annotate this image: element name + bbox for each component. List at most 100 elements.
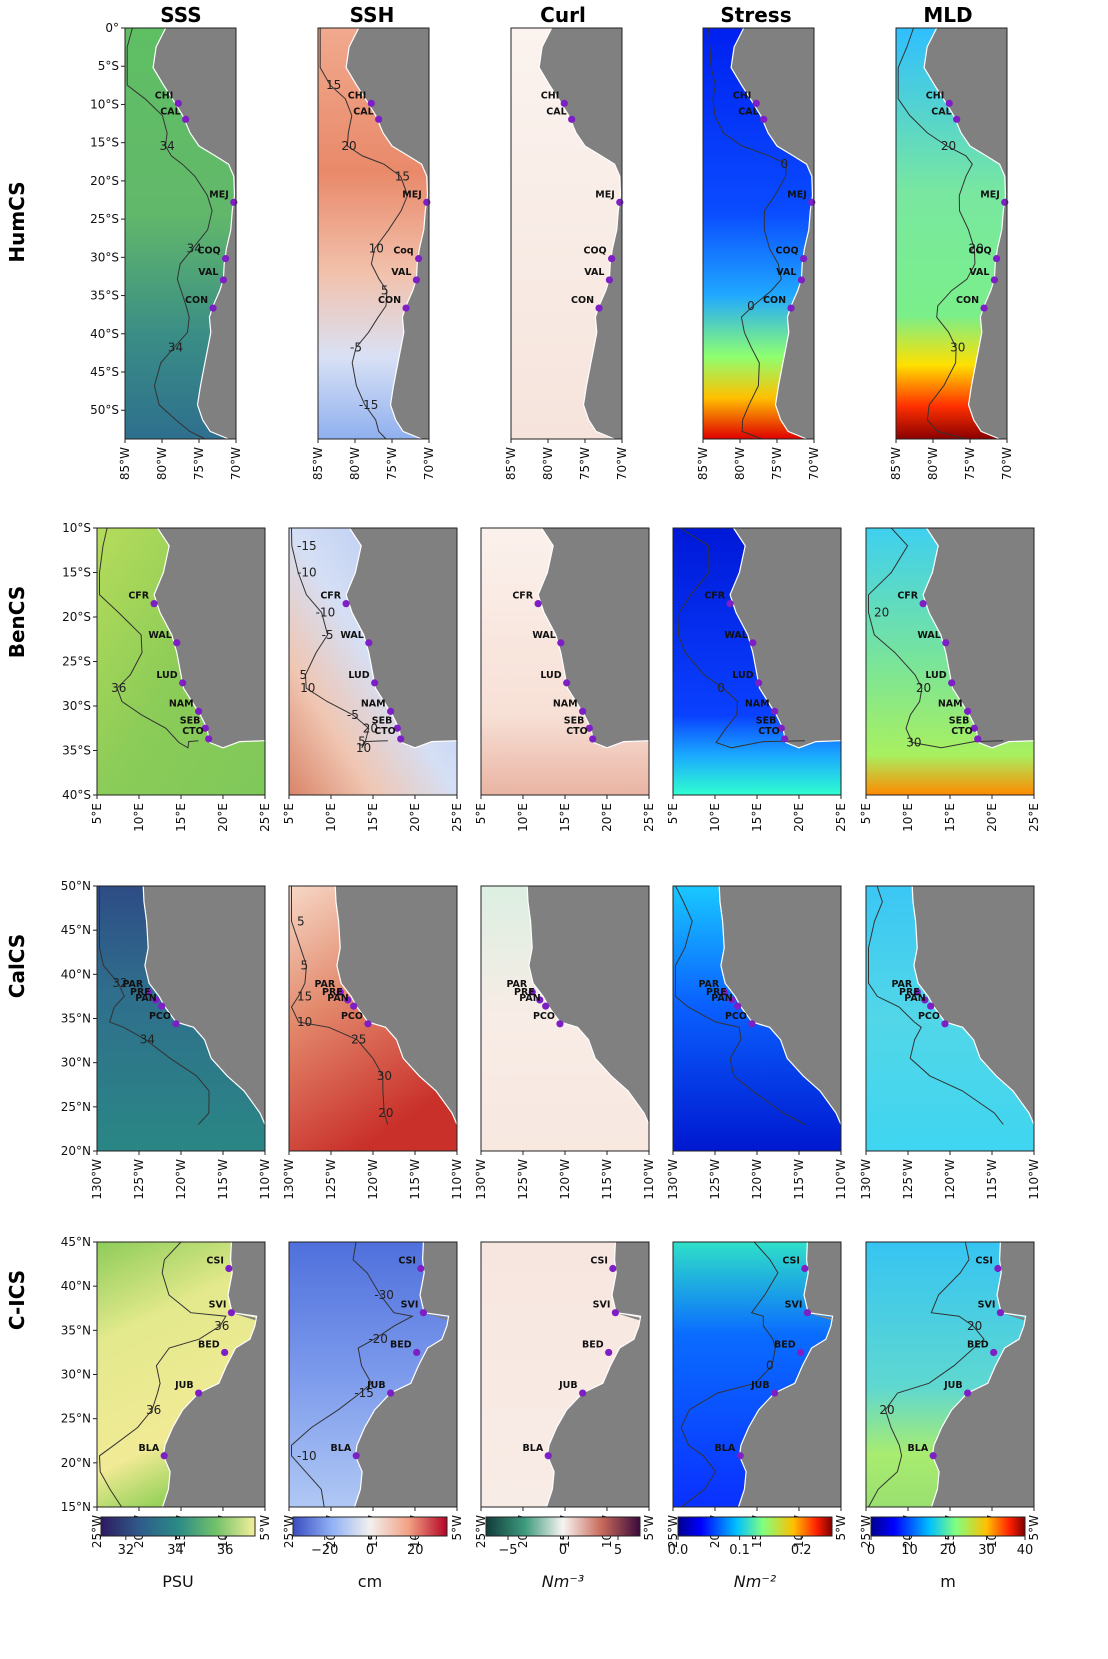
y-tick-label: 30°N: [61, 1368, 91, 1382]
station-label-pan: PAN: [711, 993, 732, 1004]
contour-line: [99, 527, 199, 749]
panel-border: [124, 27, 237, 440]
station-marker-cto: [205, 735, 213, 743]
x-tick-label: 70°W: [615, 447, 629, 480]
colorbar-curl: −5 0 5 Nm⁻³: [485, 1516, 641, 1591]
station-marker-pco: [556, 1020, 564, 1028]
x-tick-label: 130°W: [282, 1159, 296, 1200]
station-label-cal: CAL: [546, 106, 566, 117]
contour-label: -5: [350, 341, 362, 355]
station-label-pre: PRE: [322, 987, 343, 998]
coastline: [334, 885, 458, 1125]
station-label-con: CON: [956, 295, 979, 306]
contour-label: 15: [297, 989, 312, 1003]
x-tick-label: 75°W: [385, 447, 399, 480]
colorbar-tick-label: 20: [407, 1543, 424, 1558]
x-tick-label: 110°W: [258, 1159, 272, 1200]
row-label-calcs: CalCS: [5, 934, 29, 998]
colorbar-gradient: [100, 1516, 256, 1537]
panel-c-ics-ssh: -30-20-15-10CSISVIBEDJUBBLA25°W20°W15°W1…: [282, 1241, 464, 1548]
contour-label: -15: [297, 539, 317, 553]
station-marker-cal: [182, 115, 190, 123]
contour-line: [319, 28, 409, 440]
station-label-bla: BLA: [139, 1443, 160, 1454]
row-label-bencs: BenCS: [5, 586, 29, 659]
x-tick-label: 125°W: [132, 1159, 146, 1200]
station-label-csi: CSI: [398, 1256, 416, 1267]
x-tick-label: 20°E: [600, 803, 614, 832]
station-label-jub: JUB: [366, 1380, 386, 1391]
y-tick-label: 0°: [105, 21, 119, 35]
y-tick-label: 50°S: [90, 403, 119, 417]
contour-label: 0: [717, 681, 725, 695]
station-marker-bed: [605, 1348, 613, 1357]
land-mask: [346, 28, 429, 439]
x-tick-label: 80°W: [733, 447, 747, 480]
colorbar-tick-label: 0.2: [791, 1543, 812, 1558]
station-label-mej: MEJ: [209, 189, 228, 200]
station-marker-con: [595, 304, 603, 312]
land-mask: [241, 1049, 265, 1116]
station-marker-cfr: [726, 600, 734, 608]
colorbar-gradient: [677, 1516, 833, 1537]
station-label-svi: SVI: [401, 1300, 419, 1311]
station-marker-cal: [375, 115, 383, 123]
station-label-jub: JUB: [558, 1380, 578, 1391]
station-marker-lud: [563, 679, 571, 687]
colorbars: 32 34 36 PSU −20 0 20 cm −5 0 5 Nm⁻³ 0.0 0.1 0.2 Nm⁻² 0 1…: [100, 1516, 1033, 1591]
land-mask: [546, 1242, 649, 1507]
station-label-bla: BLA: [523, 1443, 544, 1454]
station-marker-cfr: [919, 600, 927, 608]
x-tick-label: 15°E: [174, 803, 188, 832]
station-marker-par: [913, 988, 921, 996]
x-tick-label: 70°W: [1000, 447, 1014, 480]
station-marker-pco: [748, 1020, 756, 1028]
land-mask: [912, 886, 1034, 1125]
station-marker-par: [528, 988, 536, 996]
station-marker-pco: [364, 1020, 372, 1028]
y-tick-label: 20°S: [90, 174, 119, 188]
row-humcs: 34 34 34 CHI CAL MEJ COQ VAL CON 85°W 80°W 75°W 70°W…: [90, 21, 1014, 480]
station-marker-svi: [419, 1309, 427, 1317]
station-label-bla: BLA: [331, 1443, 352, 1454]
x-tick-label: 75°W: [770, 447, 784, 480]
contour-line: [677, 527, 805, 749]
x-tick-label: 70°W: [229, 447, 243, 480]
y-tick-label: 45°S: [90, 365, 119, 379]
station-marker-svi: [611, 1309, 620, 1317]
station-marker-bed: [221, 1348, 229, 1357]
station-marker-seb: [777, 724, 785, 732]
panel-bencs-ssh: -15-10-10-5510-520105CFRWALLUDNAMSEBCTO5…: [282, 527, 464, 832]
station-marker-bla: [160, 1452, 168, 1460]
station-label-pco: PCO: [918, 1011, 940, 1022]
contour-line: [291, 1241, 414, 1508]
station-marker-seb: [585, 724, 593, 732]
x-tick-label: 20°E: [792, 803, 806, 832]
colorbar-tick-label: 32: [118, 1543, 135, 1558]
station-label-nam: NAM: [361, 698, 386, 709]
contour-label: 30: [377, 1069, 392, 1083]
station-label-pan: PAN: [135, 993, 156, 1004]
station-marker-bed: [413, 1348, 421, 1357]
station-marker-cfr: [534, 600, 542, 608]
x-tick-label: 15°E: [750, 803, 764, 832]
x-tick-label: 5°W: [258, 1515, 272, 1541]
station-marker-con: [209, 304, 217, 312]
station-marker-chi: [945, 99, 953, 107]
contour-label: 10: [297, 1015, 312, 1029]
y-tick-label: 30°S: [62, 699, 91, 713]
x-tick-label: 5°E: [90, 803, 104, 824]
x-tick-label: 15°E: [943, 803, 957, 832]
land-mask: [335, 886, 457, 1125]
panel-humcs-mld: 20 20 30 CHI CAL MEJ COQ VAL CON 85°W 80°W 75°W 70°W: [889, 27, 1014, 480]
land-mask: [354, 1242, 457, 1507]
contour-line: [126, 27, 213, 440]
station-marker-val: [605, 276, 614, 284]
station-marker-val: [412, 276, 421, 284]
contour-label: 15: [395, 169, 410, 183]
